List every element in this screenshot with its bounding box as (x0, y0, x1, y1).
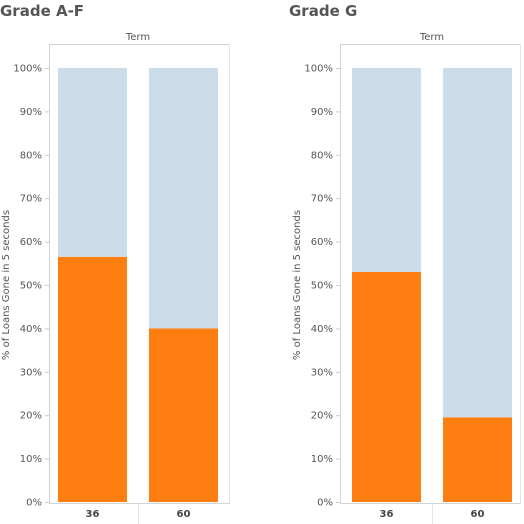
panel1-x-category-label: 36 (380, 509, 394, 520)
panel0-bar-36-remaining (58, 68, 127, 257)
panel0-y-axis-title: % of Loans Gone in 5 seconds (1, 210, 12, 360)
panel0-y-tick-label: 90% (20, 107, 42, 118)
panel1-y-tick-label: 90% (311, 107, 333, 118)
panel0-y-tick-label: 80% (20, 150, 42, 161)
panel1-x-category-label: 60 (471, 509, 485, 520)
panel0-y-tick-label: 40% (20, 324, 42, 335)
panel0-y-tick-label: 0% (26, 498, 42, 509)
panel0-x-category-label: 60 (177, 509, 191, 520)
panel1-y-tick-label: 40% (311, 324, 333, 335)
panel1-bar-60-remaining (443, 68, 512, 418)
panel0-y-tick-label: 10% (20, 454, 42, 465)
panel0-y-tick-label: 60% (20, 237, 42, 248)
panel1-y-tick-label: 10% (311, 454, 333, 465)
panel1-y-tick-label: 0% (317, 498, 333, 509)
panel0-y-tick-label: 70% (20, 194, 42, 205)
panel0-y-tick-label: 30% (20, 367, 42, 378)
panel1-y-tick-label: 80% (311, 150, 333, 161)
panel0-x-category-label: 36 (86, 509, 100, 520)
panel0-y-tick-label: 100% (13, 64, 42, 75)
panel-title-grade-g: Grade G (289, 2, 358, 20)
panel1-y-tick-label: 20% (311, 411, 333, 422)
panel1-bar-36-remaining (352, 68, 421, 272)
panel1-bar-36-gone (352, 271, 421, 502)
panel0-bar-60-remaining (149, 68, 218, 329)
panel0-y-tick-label: 50% (20, 281, 42, 292)
panel0-bar-60-gone (149, 328, 218, 502)
panel1-y-tick-label: 60% (311, 237, 333, 248)
panel0-column-header: Term (125, 32, 150, 43)
panel-title-grade-a-f: Grade A-F (0, 2, 85, 20)
panel1-y-axis-title: % of Loans Gone in 5 seconds (292, 210, 303, 360)
panel0-bar-36-gone (58, 256, 127, 502)
panel1-y-tick-label: 70% (311, 194, 333, 205)
panel1-column-header: Term (419, 32, 444, 43)
panel0-y-tick-label: 20% (20, 411, 42, 422)
panel1-y-tick-label: 30% (311, 367, 333, 378)
panel1-y-tick-label: 50% (311, 281, 333, 292)
panel1-y-tick-label: 100% (304, 64, 333, 75)
panel1-bar-60-gone (443, 417, 512, 502)
